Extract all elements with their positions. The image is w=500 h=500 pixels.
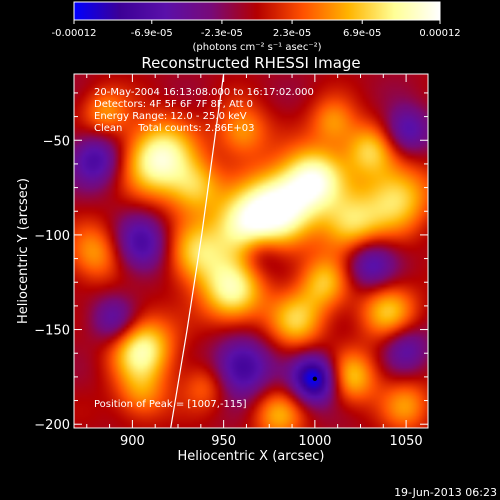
x-tick-label: 1000	[298, 434, 331, 449]
colorbar-tick-label: 6.9e-05	[343, 28, 381, 39]
y-axis-ticks	[74, 92, 428, 425]
chart-title: Reconstructed RHESSI Image	[141, 54, 360, 72]
annotation-energy: Energy Range: 12.0 - 25.0 keV	[94, 111, 247, 122]
colorbar-unit-label: (photons cm⁻² s⁻¹ asec⁻²)	[192, 42, 321, 53]
x-tick-label: 950	[211, 434, 236, 449]
colorbar-tick-label: 2.3e-05	[273, 28, 311, 39]
x-axis-ticks	[86, 74, 407, 428]
colorbar-tick-label: -2.3e-05	[201, 28, 243, 39]
colorbar	[73, 1, 441, 21]
x-axis-label: Heliocentric X (arcsec)	[178, 449, 325, 464]
y-tick-label: −100	[34, 229, 70, 244]
y-axis-label: Heliocentric Y (arcsec)	[16, 178, 31, 324]
x-axis-tick-labels: 900 950 1000 1050	[120, 434, 423, 449]
y-axis-tick-labels: −50 −100 −150 −200	[34, 134, 70, 433]
annotation-counts: Clean Total counts: 2.86E+03	[94, 123, 254, 134]
solar-limb-curve	[170, 74, 225, 428]
x-tick-label: 900	[120, 434, 145, 449]
colorbar-tick-label: -6.9e-05	[131, 28, 173, 39]
colorbar-tick-labels: -0.00012 -6.9e-05 -2.3e-05 2.3e-05 6.9e-05 0.…	[52, 28, 461, 39]
x-tick-label: 1050	[390, 434, 423, 449]
peak-position-label: Position of Peak = [1007,-115]	[94, 399, 247, 410]
colorbar-ticks	[73, 20, 441, 24]
peak-marker	[312, 376, 318, 381]
annotation-block: 20-May-2004 16:13:08.000 to 16:17:02.000…	[94, 87, 314, 134]
annotation-detectors: Detectors: 4F 5F 6F 7F 8F, Att 0	[94, 99, 253, 110]
colorbar-tick-label: 0.00012	[419, 28, 460, 39]
footer-timestamp: 19-Jun-2013 06:23	[394, 486, 497, 499]
y-tick-label: −150	[34, 324, 70, 339]
annotation-time: 20-May-2004 16:13:08.000 to 16:17:02.000	[94, 87, 314, 98]
plot-area	[74, 74, 428, 428]
y-tick-label: −50	[43, 134, 70, 149]
y-tick-label: −200	[34, 418, 70, 433]
colorbar-tick-label: -0.00012	[52, 28, 97, 39]
plot-frame	[73, 73, 429, 429]
heatmap-image	[74, 74, 428, 428]
